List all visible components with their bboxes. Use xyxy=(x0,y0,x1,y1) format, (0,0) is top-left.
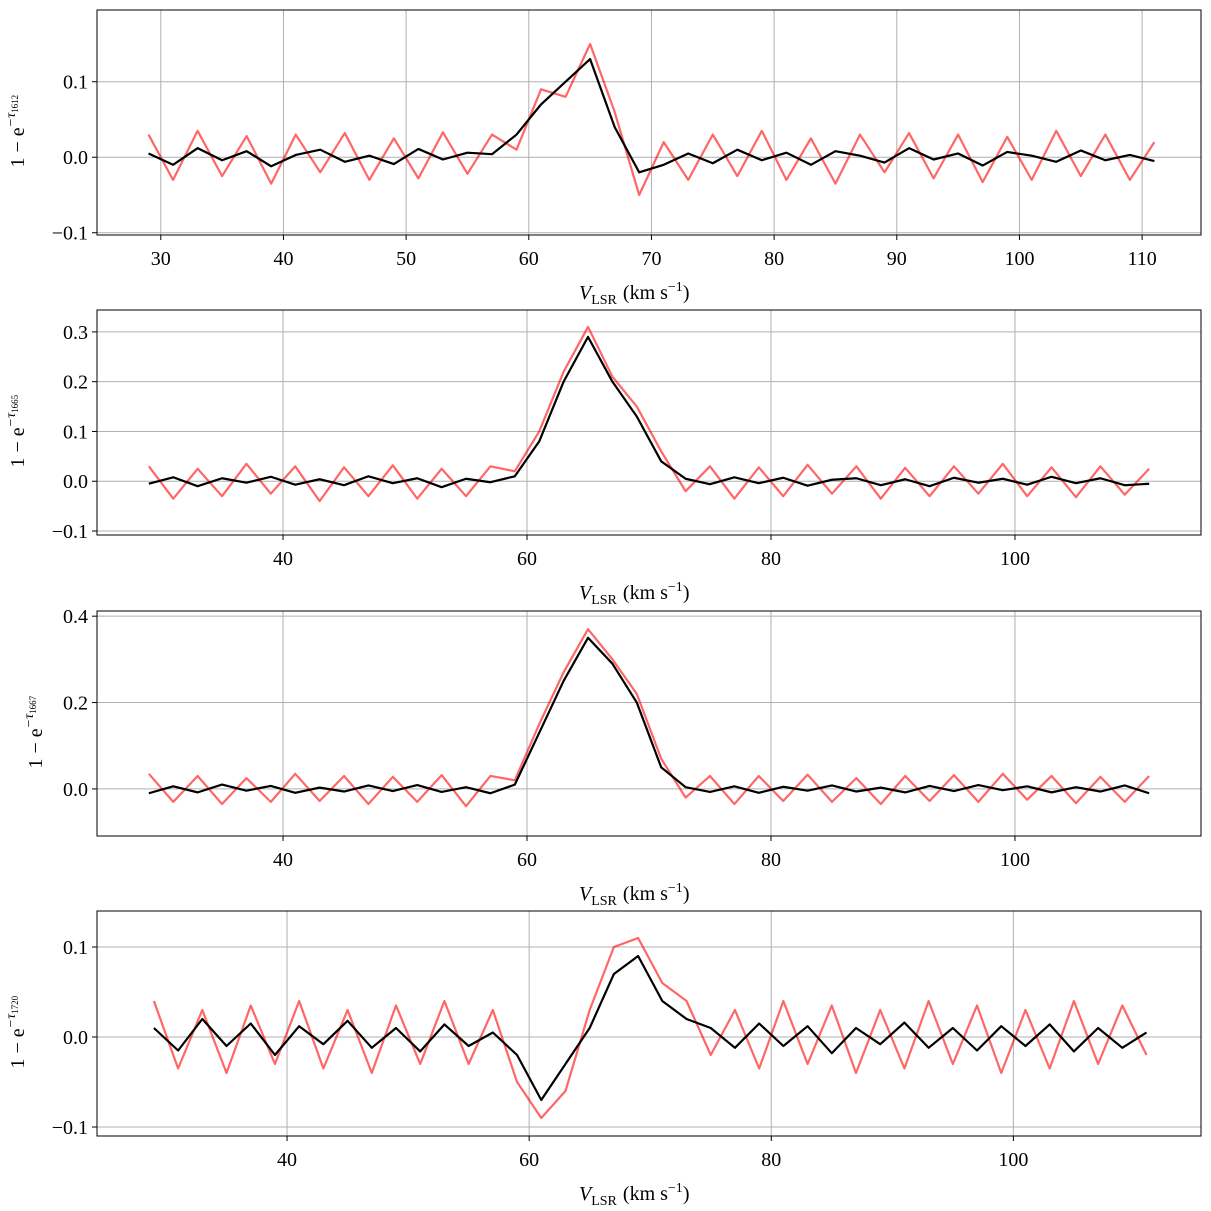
panel: 40 60 80 100 −0.1 0.0 0.1 0.2 0.3 VLSR (km s−1) 1 −… xyxy=(4,309,1202,608)
x-tick-label: 100 xyxy=(1000,849,1030,871)
plot-frame xyxy=(96,610,1202,837)
x-tick-label: 90 xyxy=(887,248,907,270)
y-tick-label: 0.2 xyxy=(63,372,88,394)
y-label-exponent: −τ xyxy=(4,1013,19,1028)
x-label-close: ) xyxy=(683,1183,690,1205)
x-label-unit: (km s xyxy=(623,883,668,905)
x-tick-label: 80 xyxy=(761,548,781,570)
plot-frame xyxy=(96,910,1202,1137)
x-tick-label: 100 xyxy=(1004,248,1034,270)
y-tick-label: 0.0 xyxy=(63,471,88,493)
x-tick-label: 50 xyxy=(396,248,416,270)
panel: 40 60 80 100 0.0 0.2 0.4 VLSR (km s−1) 1 − e−τ166… xyxy=(22,606,1202,909)
x-tick-label: 80 xyxy=(764,248,784,270)
plot-frame xyxy=(96,9,1202,236)
x-label-close: ) xyxy=(683,582,690,604)
x-label-exponent: −1 xyxy=(668,1181,683,1196)
series-line xyxy=(148,335,1150,489)
y-axis-label: 1 − e−τ1720 xyxy=(4,995,29,1068)
x-label-unit: (km s xyxy=(623,282,668,304)
y-label-exponent: −τ xyxy=(4,412,19,427)
x-label-subscript: LSR xyxy=(591,593,617,608)
series-line xyxy=(148,628,1150,808)
x-tick-label: 60 xyxy=(519,248,539,270)
y-tick-label: 0.0 xyxy=(63,779,88,801)
x-label-subscript: LSR xyxy=(591,293,617,308)
x-label-close: ) xyxy=(683,282,690,304)
x-axis-label: VLSR (km s−1) xyxy=(579,280,689,308)
x-label-unit: (km s xyxy=(623,1183,668,1205)
y-tick-label: −0.1 xyxy=(52,1117,88,1139)
x-axis-label: VLSR (km s−1) xyxy=(579,1181,689,1209)
y-tick-label: 0.1 xyxy=(63,72,88,94)
y-label-base: 1 − e xyxy=(25,728,47,768)
x-tick-label: 40 xyxy=(277,1149,297,1171)
plot-frame xyxy=(96,309,1202,536)
panel: 40 60 80 100 −0.1 0.0 0.1 VLSR (km s−1) 1 − e−τ17… xyxy=(4,910,1202,1209)
y-tick-label: 0.1 xyxy=(63,421,88,443)
series-line xyxy=(147,325,1150,503)
x-tick-label: 80 xyxy=(761,849,781,871)
y-tick-label: 0.0 xyxy=(63,1027,88,1049)
y-label-subscript: 1612 xyxy=(10,95,20,113)
x-axis-label: VLSR (km s−1) xyxy=(579,580,689,608)
x-label-symbol: V xyxy=(579,582,594,604)
y-tick-label: 0.4 xyxy=(63,606,88,628)
x-label-unit: (km s xyxy=(623,582,668,604)
x-tick-label: 80 xyxy=(761,1149,781,1171)
x-tick-label: 60 xyxy=(517,849,537,871)
y-axis-label: 1 − e−τ1612 xyxy=(4,95,29,168)
x-label-symbol: V xyxy=(579,282,594,304)
y-label-exponent: −τ xyxy=(4,112,19,127)
y-label-base: 1 − e xyxy=(7,427,29,467)
y-tick-label: 0.3 xyxy=(63,322,88,344)
x-label-exponent: −1 xyxy=(668,580,683,595)
x-label-exponent: −1 xyxy=(668,280,683,295)
y-tick-label: 0.1 xyxy=(63,937,88,959)
x-tick-label: 110 xyxy=(1127,248,1156,270)
x-tick-label: 30 xyxy=(151,248,171,270)
y-label-base: 1 − e xyxy=(7,127,29,167)
x-axis-label: VLSR (km s−1) xyxy=(579,881,689,909)
series-line xyxy=(148,636,1150,795)
x-label-subscript: LSR xyxy=(591,1194,617,1209)
series-line xyxy=(148,57,1155,174)
y-label-subscript: 1665 xyxy=(10,394,20,413)
series-line xyxy=(152,936,1148,1120)
x-tick-label: 40 xyxy=(273,548,293,570)
x-label-symbol: V xyxy=(579,1183,594,1205)
x-label-exponent: −1 xyxy=(668,881,683,896)
y-tick-label: 0.2 xyxy=(63,693,88,715)
y-label-base: 1 − e xyxy=(7,1028,29,1068)
x-tick-label: 70 xyxy=(641,248,661,270)
x-label-close: ) xyxy=(683,883,690,905)
y-tick-label: 0.0 xyxy=(63,147,88,169)
x-tick-label: 60 xyxy=(517,548,537,570)
y-label-subscript: 1720 xyxy=(10,995,20,1014)
x-tick-label: 100 xyxy=(1000,548,1030,570)
y-axis-label: 1 − e−τ1667 xyxy=(22,695,47,768)
x-tick-label: 40 xyxy=(273,849,293,871)
x-tick-label: 60 xyxy=(519,1149,539,1171)
x-label-symbol: V xyxy=(579,883,594,905)
y-label-subscript: 1667 xyxy=(28,695,38,714)
series-line xyxy=(153,954,1148,1102)
y-tick-label: −0.1 xyxy=(52,521,88,543)
x-label-subscript: LSR xyxy=(591,894,617,909)
y-label-exponent: −τ xyxy=(22,713,37,728)
y-tick-label: −0.1 xyxy=(52,223,88,245)
x-tick-label: 100 xyxy=(998,1149,1028,1171)
y-axis-label: 1 − e−τ1665 xyxy=(4,394,29,467)
x-tick-label: 40 xyxy=(273,248,293,270)
